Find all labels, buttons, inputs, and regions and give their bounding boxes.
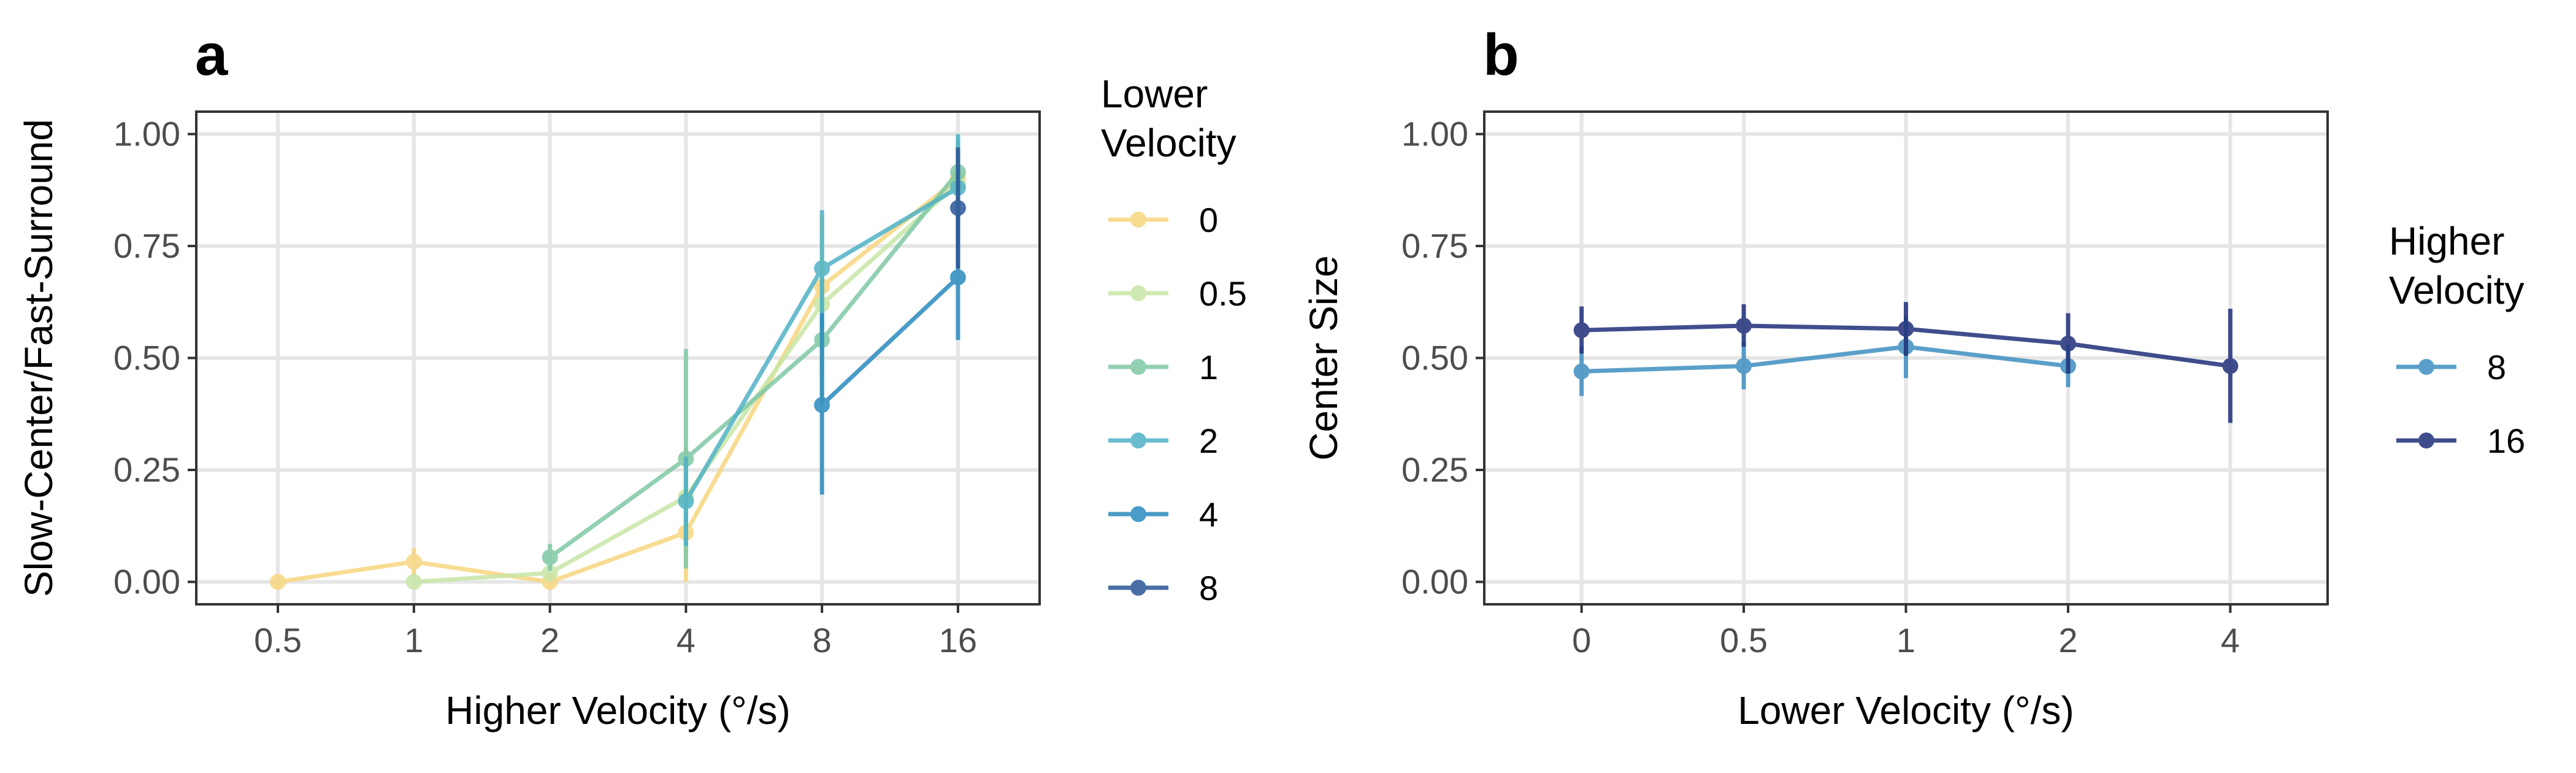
legend-item: [2396, 359, 2456, 375]
y-axis-title: Slow-Center/Fast-Surround: [17, 119, 61, 597]
legend-item: [1108, 433, 1168, 448]
panel-letter: a: [195, 22, 228, 88]
x-tick-label: 8: [813, 621, 832, 660]
legend: Lower Velocity 0 0.5 1 2 4 8: [1101, 72, 1247, 607]
series-line: [1581, 344, 2069, 374]
legend-label: 2: [1199, 421, 1218, 460]
x-tick-label: 1: [1896, 621, 1915, 660]
legend-title: Velocity: [2389, 268, 2524, 312]
data-point: [405, 574, 422, 590]
x-axis-title: Higher Velocity (°/s): [445, 688, 791, 733]
y-tick-label: 0.00: [113, 563, 180, 601]
series-line: [820, 275, 960, 407]
data-point: [678, 493, 694, 510]
x-tick-label: 0.5: [254, 621, 302, 660]
legend-label: 8: [2487, 348, 2506, 386]
x-axis-title: Lower Velocity (°/s): [1738, 688, 2074, 733]
data-point: [2222, 358, 2239, 374]
legend-item: [1108, 212, 1168, 228]
y-tick-label: 0.25: [1401, 450, 1468, 489]
y-tick-label: 0.75: [1401, 226, 1468, 265]
data-point: [542, 564, 558, 581]
y-tick-label: 0.50: [1401, 339, 1468, 377]
legend-label: 16: [2487, 421, 2525, 460]
legend-key-point: [1130, 212, 1146, 228]
series-line: [548, 171, 960, 560]
legend-label: 0: [1199, 201, 1218, 239]
legend-title: Velocity: [1101, 121, 1236, 165]
panel-letter: b: [1483, 22, 1519, 88]
x-tick-label: 1: [404, 621, 423, 660]
data-point: [814, 397, 830, 413]
data-point: [1736, 317, 1752, 334]
legend-key-point: [2418, 359, 2434, 375]
panel-b: b 0.00 0.25 0.50 0.75 1.00 0 0.5 1 2 4 Lower Veloci…: [1301, 22, 2525, 733]
data-point: [814, 260, 830, 277]
data-point: [1898, 321, 1914, 337]
legend-item: [1108, 580, 1168, 596]
data-point: [405, 553, 422, 570]
data-point: [2060, 336, 2076, 352]
legend: Higher Velocity 8 16: [2389, 219, 2525, 460]
legend-label: 4: [1199, 495, 1218, 534]
legend-key-point: [1130, 580, 1146, 596]
data-point: [270, 574, 286, 590]
x-tick-label: 2: [540, 621, 559, 660]
x-tick-label: 16: [939, 621, 977, 660]
legend-item: [1108, 506, 1168, 522]
data-point: [949, 269, 966, 286]
y-axis-title: Center Size: [1301, 255, 1346, 460]
y-tick-label: 0.25: [113, 450, 180, 489]
legend-key-point: [2418, 433, 2434, 448]
x-tick-label: 4: [2221, 621, 2240, 660]
legend-title: Higher: [2389, 219, 2505, 263]
legend-item: [1108, 359, 1168, 375]
series-16: [1573, 302, 2239, 423]
x-tick-label: 0.5: [1720, 621, 1768, 660]
legend-key-point: [1130, 433, 1146, 448]
y-tick-label: 0.75: [113, 226, 180, 265]
x-tick-label: 4: [677, 621, 696, 660]
legend-label: 8: [1199, 569, 1218, 607]
x-tick-label: 0: [1572, 621, 1591, 660]
x-tick-label: 2: [2058, 621, 2077, 660]
y-tick-label: 1.00: [1401, 115, 1468, 153]
legend-key-point: [1130, 359, 1146, 375]
data-point: [542, 549, 558, 566]
data-point: [1573, 322, 1590, 339]
legend-item: [1108, 285, 1168, 301]
series-line: [277, 177, 960, 584]
legend-title: Lower: [1101, 72, 1208, 116]
data-point: [949, 199, 966, 216]
legend-label: 0.5: [1199, 274, 1247, 313]
y-tick-label: 0.00: [1401, 563, 1468, 601]
y-tick-label: 0.50: [113, 339, 180, 377]
series-8: [949, 147, 966, 269]
legend-key-point: [1130, 506, 1146, 522]
y-tick-label: 1.00: [113, 115, 180, 153]
legend-label: 1: [1199, 348, 1218, 386]
data-point: [1736, 358, 1752, 374]
data-point: [1573, 363, 1590, 380]
legend-key-point: [1130, 285, 1146, 301]
legend-item: [2396, 433, 2456, 448]
